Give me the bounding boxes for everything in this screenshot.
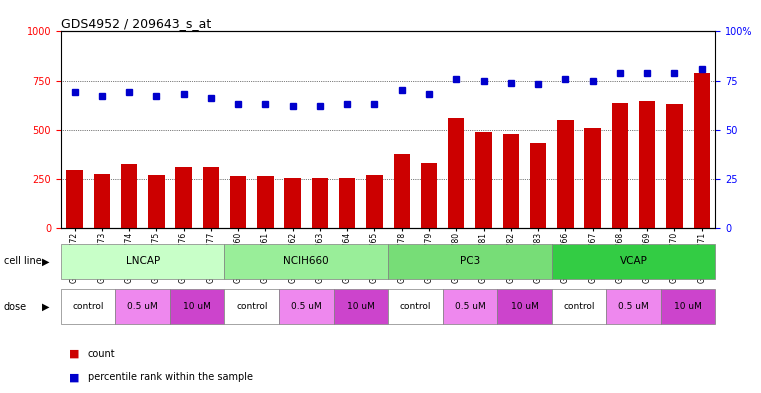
Text: NCIH660: NCIH660 <box>284 256 329 266</box>
Text: 0.5 uM: 0.5 uM <box>291 302 322 311</box>
Bar <box>584 128 601 228</box>
Text: ▶: ▶ <box>42 301 49 312</box>
Text: control: control <box>72 302 104 311</box>
FancyBboxPatch shape <box>224 289 279 324</box>
Bar <box>666 104 683 228</box>
Text: ■: ■ <box>68 372 79 382</box>
Bar <box>557 120 574 228</box>
FancyBboxPatch shape <box>388 244 552 279</box>
Bar <box>312 178 328 228</box>
FancyBboxPatch shape <box>388 289 443 324</box>
Text: control: control <box>400 302 431 311</box>
Text: LNCAP: LNCAP <box>126 256 160 266</box>
Bar <box>94 174 110 228</box>
Bar <box>230 176 247 228</box>
Text: dose: dose <box>4 301 27 312</box>
FancyBboxPatch shape <box>170 289 224 324</box>
Text: 10 uM: 10 uM <box>347 302 374 311</box>
FancyBboxPatch shape <box>443 289 497 324</box>
Bar <box>285 178 301 228</box>
Bar <box>421 163 437 228</box>
FancyBboxPatch shape <box>116 289 170 324</box>
FancyBboxPatch shape <box>661 289 715 324</box>
FancyBboxPatch shape <box>224 244 388 279</box>
FancyBboxPatch shape <box>61 244 224 279</box>
Bar <box>530 143 546 228</box>
Text: percentile rank within the sample: percentile rank within the sample <box>88 372 253 382</box>
Bar <box>502 134 519 228</box>
Text: cell line: cell line <box>4 256 42 266</box>
Text: GDS4952 / 209643_s_at: GDS4952 / 209643_s_at <box>61 17 211 30</box>
Text: 10 uM: 10 uM <box>183 302 211 311</box>
Bar <box>148 175 164 228</box>
Bar <box>448 118 464 228</box>
Text: PC3: PC3 <box>460 256 480 266</box>
FancyBboxPatch shape <box>333 289 388 324</box>
Text: 10 uM: 10 uM <box>674 302 702 311</box>
Bar <box>366 175 383 228</box>
FancyBboxPatch shape <box>61 289 116 324</box>
Bar <box>339 178 355 228</box>
Bar <box>202 167 219 228</box>
Text: VCAP: VCAP <box>619 256 648 266</box>
Text: 0.5 uM: 0.5 uM <box>454 302 486 311</box>
FancyBboxPatch shape <box>552 289 607 324</box>
Bar <box>476 132 492 228</box>
FancyBboxPatch shape <box>279 289 333 324</box>
Bar <box>693 73 710 228</box>
Bar <box>175 167 192 228</box>
Bar <box>393 154 410 228</box>
Bar <box>121 164 137 228</box>
Bar <box>257 176 273 228</box>
Text: 0.5 uM: 0.5 uM <box>618 302 649 311</box>
Text: count: count <box>88 349 115 359</box>
Text: control: control <box>236 302 268 311</box>
Bar <box>612 103 628 228</box>
FancyBboxPatch shape <box>607 289 661 324</box>
Text: 0.5 uM: 0.5 uM <box>127 302 158 311</box>
Bar <box>66 170 83 228</box>
Text: ■: ■ <box>68 349 79 359</box>
Text: 10 uM: 10 uM <box>511 302 538 311</box>
FancyBboxPatch shape <box>552 244 715 279</box>
FancyBboxPatch shape <box>497 289 552 324</box>
Text: control: control <box>563 302 595 311</box>
Text: ▶: ▶ <box>42 256 49 266</box>
Bar <box>639 101 655 228</box>
